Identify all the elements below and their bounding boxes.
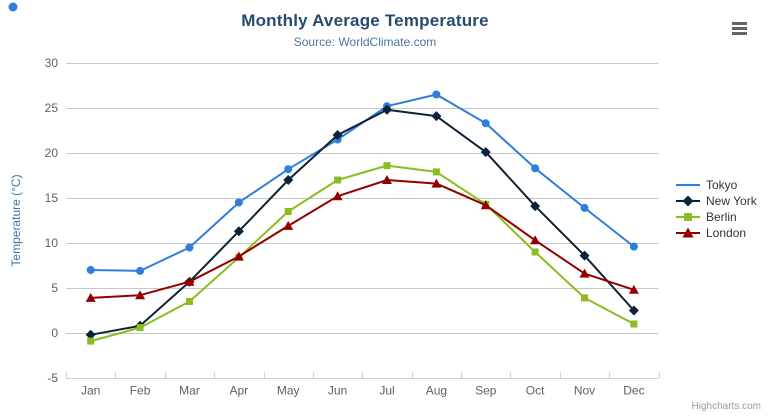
data-point-marker-square[interactable] <box>630 320 638 328</box>
data-point-marker-diamond[interactable] <box>579 250 590 261</box>
data-point-marker-triangle[interactable] <box>283 220 294 230</box>
chart-title: Monthly Average Temperature <box>241 11 489 30</box>
series-line[interactable] <box>89 179 635 299</box>
x-axis-label: Sep <box>475 384 497 398</box>
y-axis-label: 0 <box>51 326 58 340</box>
data-point-marker-circle[interactable] <box>629 242 638 251</box>
y-axis-title: Temperature (°C) <box>9 174 23 266</box>
data-point-marker-square[interactable] <box>581 294 589 302</box>
data-point-marker-triangle[interactable] <box>530 235 541 245</box>
x-axis-label: Dec <box>623 384 644 398</box>
data-point-marker-circle[interactable] <box>86 266 95 274</box>
data-point-marker-circle[interactable] <box>8 2 18 12</box>
series-london[interactable] <box>85 175 639 302</box>
legend-label: London <box>706 226 747 240</box>
legend-item-new-york[interactable]: New York <box>675 193 757 209</box>
data-point-marker-triangle[interactable] <box>480 200 491 210</box>
x-axis-label: May <box>277 384 300 398</box>
series-line[interactable] <box>89 164 635 343</box>
data-point-marker-circle[interactable] <box>185 243 194 252</box>
y-axis-label: 5 <box>51 281 58 295</box>
data-point-marker-circle[interactable] <box>136 266 145 275</box>
y-axis-label: 10 <box>45 236 59 250</box>
data-point-marker-square[interactable] <box>334 176 342 184</box>
data-point-marker-triangle[interactable] <box>628 284 639 294</box>
x-axis-label: Jul <box>379 384 394 398</box>
legend-marker-circle-icon <box>676 184 700 186</box>
x-axis-label: Mar <box>179 384 200 398</box>
credits-link[interactable]: Highcharts.com <box>691 401 761 412</box>
data-point-marker-diamond[interactable] <box>381 104 392 115</box>
x-axis-label: Nov <box>574 384 595 398</box>
data-point-marker-triangle[interactable] <box>135 290 146 300</box>
data-point-marker-diamond[interactable] <box>480 147 491 158</box>
legend-marker-square-icon <box>676 213 700 221</box>
y-axis-label: 20 <box>45 146 59 160</box>
data-point-marker-diamond[interactable] <box>233 226 244 237</box>
chart-subtitle: Source: WorldClimate.com <box>293 35 437 49</box>
data-point-marker-circle[interactable] <box>531 164 540 173</box>
legend-marker-triangle-icon <box>676 227 700 238</box>
legend-marker-diamond-icon <box>676 195 700 207</box>
data-point-marker-diamond[interactable] <box>332 130 343 140</box>
data-point-marker-diamond[interactable] <box>530 201 541 212</box>
data-point-marker-diamond[interactable] <box>85 329 96 340</box>
data-point-marker-circle[interactable] <box>432 90 441 99</box>
legend-item-london[interactable]: London <box>675 225 757 241</box>
data-point-marker-circle[interactable] <box>234 198 243 207</box>
data-point-marker-triangle[interactable] <box>682 227 694 238</box>
data-point-marker-triangle[interactable] <box>184 276 195 286</box>
y-axis-label: -5 <box>47 371 58 385</box>
data-point-marker-square[interactable] <box>684 213 692 221</box>
data-point-marker-triangle[interactable] <box>381 175 392 184</box>
legend-label: New York <box>706 194 757 208</box>
data-point-marker-square[interactable] <box>383 162 391 170</box>
x-axis-label: Jun <box>328 384 347 398</box>
y-axis-label: 15 <box>45 191 59 205</box>
series-line[interactable] <box>89 93 635 272</box>
legend-label: Berlin <box>706 210 737 224</box>
legend-label: Tokyo <box>706 178 738 192</box>
data-point-marker-circle[interactable] <box>481 119 490 128</box>
data-point-marker-square[interactable] <box>432 168 440 176</box>
data-point-marker-triangle[interactable] <box>85 292 96 302</box>
x-axis-label: Oct <box>526 384 545 398</box>
data-point-marker-triangle[interactable] <box>579 268 590 278</box>
data-point-marker-triangle[interactable] <box>233 251 244 261</box>
y-axis-label: 30 <box>45 56 59 70</box>
data-point-marker-triangle[interactable] <box>431 178 442 188</box>
legend-item-tokyo[interactable]: Tokyo <box>675 177 757 193</box>
data-point-marker-diamond[interactable] <box>431 111 442 122</box>
series-tokyo[interactable] <box>89 93 635 272</box>
hamburger-menu-icon <box>732 22 748 35</box>
data-point-marker-square[interactable] <box>136 324 144 332</box>
chart-context-menu-button[interactable] <box>729 19 751 38</box>
legend: Tokyo New York Berlin London <box>675 177 757 241</box>
data-point-marker-diamond[interactable] <box>283 175 294 185</box>
data-point-marker-square[interactable] <box>185 298 193 305</box>
data-point-marker-square[interactable] <box>284 208 292 215</box>
data-point-marker-diamond[interactable] <box>628 305 639 316</box>
x-axis-label: Jan <box>81 384 100 398</box>
data-point-marker-circle[interactable] <box>284 165 293 174</box>
series-line[interactable] <box>89 108 635 336</box>
legend-item-berlin[interactable]: Berlin <box>675 209 757 225</box>
data-point-marker-triangle[interactable] <box>332 191 343 201</box>
x-axis-label: Aug <box>426 384 447 398</box>
data-point-marker-square[interactable] <box>87 337 95 345</box>
data-point-marker-circle[interactable] <box>580 203 589 212</box>
series-new-york[interactable] <box>85 104 639 340</box>
x-axis-label: Apr <box>229 384 248 398</box>
data-point-marker-diamond[interactable] <box>682 195 694 207</box>
data-point-marker-square[interactable] <box>531 248 539 256</box>
y-axis-label: 25 <box>45 101 59 115</box>
x-axis-label: Feb <box>130 384 151 398</box>
